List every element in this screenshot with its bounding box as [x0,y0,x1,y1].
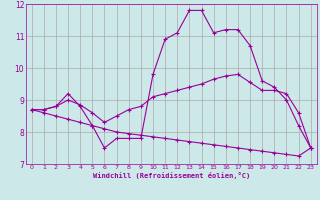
X-axis label: Windchill (Refroidissement éolien,°C): Windchill (Refroidissement éolien,°C) [92,172,250,179]
